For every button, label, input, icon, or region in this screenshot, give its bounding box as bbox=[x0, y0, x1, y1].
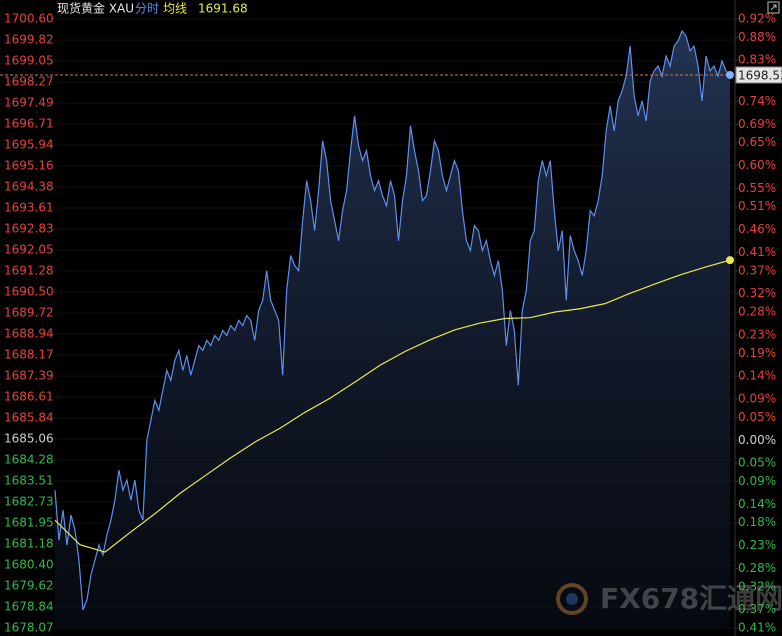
y2-tick-label: 0.32% bbox=[738, 286, 776, 300]
y-tick-label: 1681.95 bbox=[4, 516, 54, 530]
watermark-text: FX678汇通网 bbox=[600, 582, 782, 615]
y2-tick-label: 0.09% bbox=[738, 392, 776, 406]
icon-box[interactable] bbox=[767, 1, 780, 14]
y2-tick-label: 0.05% bbox=[738, 410, 776, 424]
y-tick-label: 1689.72 bbox=[4, 306, 54, 320]
y2-tick-label: 0.92% bbox=[738, 12, 776, 26]
watermark: FX678汇通网 bbox=[556, 582, 782, 615]
y-tick-label: 1693.61 bbox=[4, 200, 54, 214]
y-tick-label: 1692.05 bbox=[4, 243, 54, 257]
y2-tick-label: 0.28% bbox=[738, 561, 776, 575]
y2-tick-label: 0.19% bbox=[738, 346, 776, 360]
y-tick-label: 1682.73 bbox=[4, 495, 54, 509]
price-end-dot bbox=[726, 70, 734, 79]
y2-tick-label: 0.23% bbox=[738, 538, 776, 552]
labels: 1700.60 1699.82 1699.05 1698.27 1697.49 1696.… bbox=[4, 12, 782, 635]
y2-tick-label: 0.37% bbox=[738, 602, 776, 616]
y-tick-label: 1678.07 bbox=[4, 621, 54, 635]
y-tick-label: 1691.28 bbox=[4, 263, 54, 277]
y-tick-label: 1699.05 bbox=[4, 53, 54, 67]
y-tick-label: 1697.49 bbox=[4, 96, 54, 110]
y-tick-label: 1683.51 bbox=[4, 473, 54, 487]
y-tick-label: 1685.84 bbox=[4, 410, 54, 424]
y-tick-label: 1695.94 bbox=[4, 137, 54, 151]
y-tick-label: 1696.71 bbox=[4, 117, 54, 131]
y2-tick-label: 0.14% bbox=[738, 369, 776, 383]
y-tick-label: 1694.38 bbox=[4, 180, 54, 194]
y-tick-label: 1686.61 bbox=[4, 390, 54, 404]
y2-tick-label: 0.74% bbox=[738, 94, 776, 108]
y-tick-label: 1678.84 bbox=[4, 600, 54, 614]
y-tick-label: 1698.27 bbox=[4, 74, 54, 88]
y2-tick-label: 0.41% bbox=[738, 621, 776, 635]
chart-title: 现货黄金 XAU bbox=[57, 1, 134, 16]
price-area bbox=[55, 30, 730, 628]
y2-tick-label: 0.46% bbox=[738, 222, 776, 236]
legend-price: 分时 bbox=[135, 2, 159, 16]
average-end-dot bbox=[726, 256, 734, 265]
y2-tick-label: 0.00% bbox=[738, 433, 776, 447]
y2-tick-label: 0.14% bbox=[738, 497, 776, 511]
y2-tick-label: 0.37% bbox=[738, 263, 776, 277]
y2-tick-label: 0.69% bbox=[738, 117, 776, 131]
expand-icon[interactable] bbox=[767, 1, 780, 14]
price-line bbox=[54, 29, 731, 611]
y-tick-label: 1680.40 bbox=[4, 558, 54, 572]
y2-tick-label: 0.41% bbox=[738, 245, 776, 259]
y2-tick-label: 0.60% bbox=[738, 158, 776, 172]
y2-tick-label: 0.65% bbox=[738, 135, 776, 149]
watermark-logo-core bbox=[566, 593, 578, 605]
y-tick-label: 1699.82 bbox=[4, 33, 54, 47]
y2-tick-label: 0.23% bbox=[738, 327, 776, 341]
average-line bbox=[54, 259, 731, 553]
y2-tick-label: 0.32% bbox=[738, 579, 776, 593]
y-tick-label: 1700.60 bbox=[4, 12, 54, 26]
current-price-box bbox=[735, 66, 782, 84]
plot bbox=[0, 29, 735, 628]
y-tick-label: 1688.17 bbox=[4, 347, 54, 361]
y-tick-label: 1679.62 bbox=[4, 579, 54, 593]
y-tick-label: 1684.28 bbox=[4, 453, 54, 467]
y-tick-label: 1687.39 bbox=[4, 369, 54, 383]
y-tick-label: 1690.50 bbox=[4, 285, 54, 299]
watermark-logo bbox=[556, 583, 588, 615]
y2-tick-label: 0.88% bbox=[738, 30, 776, 44]
y2-tick-label: 0.05% bbox=[738, 456, 776, 470]
y-tick-label: 1692.83 bbox=[4, 222, 54, 236]
y2-tick-label: 0.09% bbox=[738, 474, 776, 488]
legend-average-value: 1691.68 bbox=[198, 2, 248, 16]
y2-tick-label: 0.18% bbox=[738, 515, 776, 529]
y-tick-label: 1695.16 bbox=[4, 159, 54, 173]
current-price-label: 1698.53 bbox=[738, 68, 782, 82]
icon-arrow[interactable] bbox=[770, 4, 777, 11]
y-tick-label: 1685.06 bbox=[4, 432, 54, 446]
y2-tick-label: 0.28% bbox=[738, 305, 776, 319]
y2-tick-label: 0.83% bbox=[738, 53, 776, 67]
legend-average: 均线 bbox=[163, 2, 187, 16]
y2-tick-label: 0.51% bbox=[738, 199, 776, 213]
y2-tick-label: 0.55% bbox=[738, 181, 776, 195]
y-tick-label: 1681.18 bbox=[4, 536, 54, 550]
y-tick-label: 1688.94 bbox=[4, 327, 54, 341]
